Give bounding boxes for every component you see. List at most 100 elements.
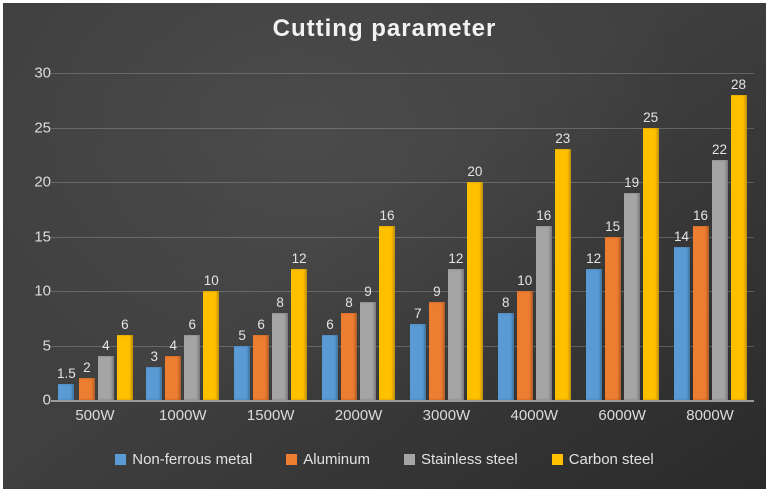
- bar-cell: 6: [322, 73, 339, 400]
- legend-item-carbon-steel: Carbon steel: [551, 451, 654, 468]
- x-axis-labels: 500W 1000W 1500W 2000W 3000W 4000W 6000W 8000W: [51, 407, 754, 424]
- bar-value-label: 3: [150, 349, 159, 365]
- bar-aluminum: [428, 301, 445, 400]
- y-tick-label-15: 15: [34, 228, 51, 245]
- bar-aluminum: [341, 312, 358, 400]
- bar-group-4000w: 8 10 16 23: [490, 73, 578, 400]
- bar-carbon-steel: [203, 291, 220, 400]
- bar-non-ferrous-metal: [234, 345, 251, 400]
- bar-stainless-steel: [272, 312, 289, 400]
- bar-non-ferrous-metal: [497, 312, 514, 400]
- bar-stainless-steel: [447, 269, 464, 400]
- bar-value-label: 16: [693, 207, 709, 223]
- bar-value-label: 15: [605, 218, 621, 234]
- bar-cell: 20: [466, 73, 483, 400]
- bar-group-2000w: 6 8 9 16: [315, 73, 403, 400]
- bar-cell: 16: [379, 73, 396, 400]
- gridline-5: [51, 345, 754, 347]
- bar-cell: 12: [291, 73, 308, 400]
- bar-value-label: 8: [276, 294, 284, 310]
- y-tick-label-0: 0: [42, 391, 51, 409]
- bar-value-label: 12: [291, 251, 307, 267]
- bar-cell: 7: [409, 73, 426, 400]
- bar-carbon-steel: [116, 334, 133, 400]
- gridline-15: [51, 236, 754, 238]
- legend-label: Carbon steel: [568, 451, 654, 468]
- gridline-30: [51, 73, 754, 74]
- bar-group-1000w: 3 4 6 10: [139, 73, 227, 400]
- legend-label: Aluminum: [303, 451, 370, 468]
- bar-group-8000w: 14 16 22 28: [666, 73, 754, 400]
- bar-non-ferrous-metal: [322, 334, 339, 400]
- bar-value-label: 6: [326, 316, 334, 332]
- legend: Non-ferrous metal Aluminum Stainless steel…: [3, 451, 766, 468]
- y-tick-label-25: 25: [34, 119, 51, 136]
- bar-cell: 19: [623, 73, 640, 400]
- plot-area: 0 5 10 15 20 25 30 1.5 2 4 6 3 4 6 10 5 6 8 12 6 8 9 16 7 9 12 20…: [34, 65, 754, 409]
- bar-carbon-steel: [554, 149, 571, 400]
- bar-value-label: 10: [203, 273, 219, 288]
- bar-cell: 9: [360, 73, 377, 400]
- bar-value-label: 23: [555, 131, 571, 147]
- bar-value-label: 10: [517, 273, 533, 288]
- chart-title: Cutting parameter: [272, 15, 497, 42]
- x-tick-label-4000w: 4000W: [510, 407, 559, 424]
- bar-value-label: 6: [257, 316, 265, 332]
- bar-stainless-steel: [623, 192, 640, 400]
- bar-cell: 12: [585, 73, 602, 400]
- bar-value-label: 4: [102, 338, 110, 354]
- bar-aluminum: [253, 334, 270, 400]
- legend-label: Non-ferrous metal: [132, 451, 253, 468]
- bar-non-ferrous-metal: [673, 247, 690, 400]
- bar-non-ferrous-metal: [585, 269, 602, 400]
- bar-value-label: 8: [345, 294, 353, 310]
- bar-cell: 2: [78, 73, 95, 400]
- legend-swatch-icon: [115, 454, 127, 465]
- gridline-25: [51, 127, 754, 129]
- bar-value-label: 8: [502, 294, 510, 310]
- bar-cell: 8: [497, 73, 514, 400]
- bar-value-label: 9: [433, 283, 441, 299]
- bar-cell: 22: [711, 73, 728, 400]
- bar-aluminum: [692, 225, 709, 400]
- bar-cell: 12: [447, 73, 464, 400]
- bar-value-label: 16: [536, 207, 552, 223]
- bar-cell: 23: [554, 73, 571, 400]
- bar-aluminum: [165, 356, 182, 400]
- bar-value-label: 12: [586, 251, 602, 267]
- bar-value-label: 1.5: [57, 365, 76, 381]
- gridline-10: [51, 291, 754, 292]
- x-tick-label-6000w: 6000W: [598, 407, 646, 424]
- bar-value-label: 6: [188, 316, 197, 332]
- bar-value-label: 2: [83, 360, 91, 376]
- bar-cell: 16: [535, 73, 552, 400]
- bar-aluminum: [78, 378, 95, 400]
- bar-non-ferrous-metal: [409, 323, 426, 400]
- bar-group-500w: 1.5 2 4 6: [51, 73, 139, 400]
- bar-cell: 10: [516, 73, 533, 400]
- legend-swatch-icon: [403, 454, 415, 465]
- bar-value-label: 12: [448, 251, 464, 267]
- bar-value-label: 20: [467, 164, 483, 179]
- y-tick-label-30: 30: [34, 64, 51, 82]
- bar-value-label: 22: [712, 142, 728, 158]
- x-tick-label-1000w: 1000W: [159, 407, 207, 424]
- bar-carbon-steel: [642, 127, 659, 400]
- bar-carbon-steel: [730, 94, 747, 400]
- bar-carbon-steel: [291, 269, 308, 400]
- bar-cell: 25: [642, 73, 659, 400]
- legend-label: Stainless steel: [420, 451, 518, 468]
- x-tick-label-500w: 500W: [75, 407, 115, 424]
- bar-value-label: 7: [414, 305, 422, 321]
- bar-cell: 3: [146, 73, 163, 400]
- bar-value-label: 19: [624, 174, 640, 190]
- bar-cell: 14: [673, 73, 690, 400]
- bar-cell: 8: [341, 73, 358, 400]
- bar-carbon-steel: [466, 182, 483, 400]
- legend-item-stainless-steel: Stainless steel: [403, 451, 518, 468]
- x-tick-label-2000w: 2000W: [334, 407, 383, 424]
- bar-value-label: 16: [379, 207, 395, 223]
- bar-cell: 8: [272, 73, 289, 400]
- y-tick-label-10: 10: [34, 282, 51, 300]
- bar-value-label: 14: [674, 229, 690, 245]
